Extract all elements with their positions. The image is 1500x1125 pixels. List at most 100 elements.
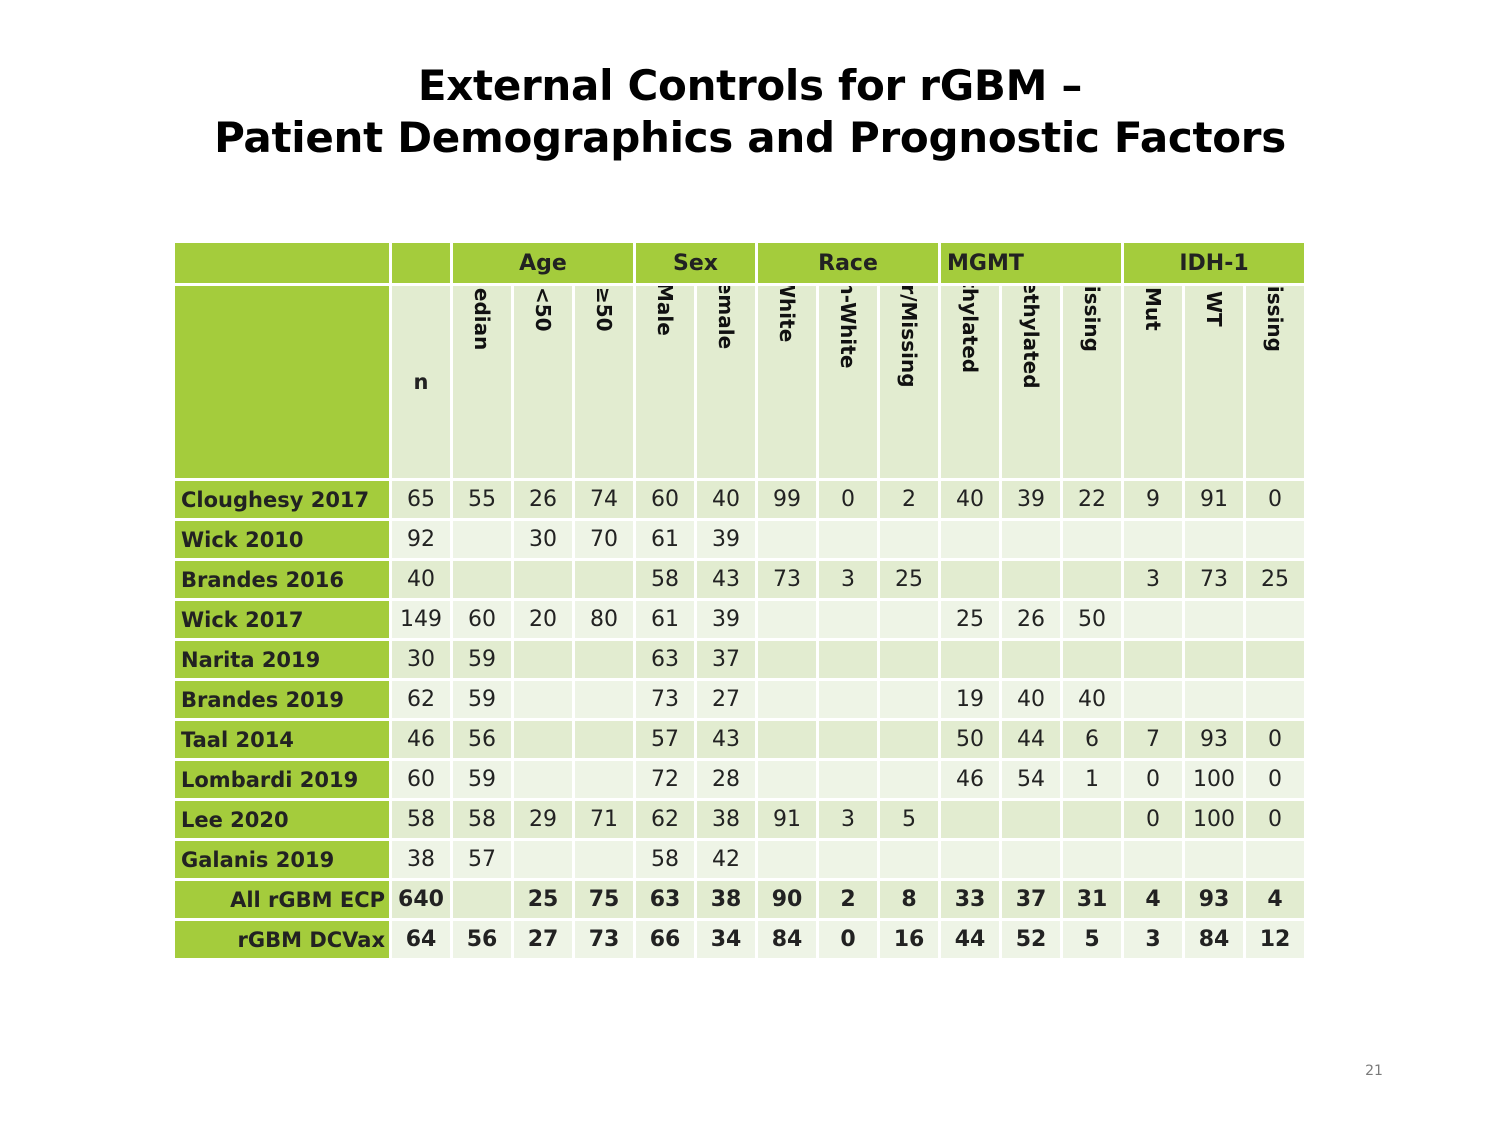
table-cell: 9 xyxy=(1124,481,1182,518)
column-header: Other/Missing xyxy=(880,286,938,478)
table-cell: 40 xyxy=(941,481,999,518)
table-cell xyxy=(1063,521,1121,558)
column-header: n xyxy=(392,286,450,478)
table-cell: 58 xyxy=(636,561,694,598)
table-cell xyxy=(1246,681,1304,718)
table-cell xyxy=(758,681,816,718)
column-header-row: n Median <50 ≥50 Male Female White Non-White Oth… xyxy=(175,286,1304,478)
summary-row: rGBM DCVax 64 56 27 73 66 34 84 0 16 44 52 5 3 84 12 xyxy=(175,921,1304,958)
table-cell: 60 xyxy=(392,761,450,798)
table-cell: 57 xyxy=(453,841,511,878)
summary-row: All rGBM ECP 640 25 75 63 38 90 2 8 33 37 31 4 93 4 xyxy=(175,881,1304,918)
column-header-label: Missing xyxy=(1263,286,1287,352)
table-cell xyxy=(1246,521,1304,558)
table-cell xyxy=(758,721,816,758)
table-cell xyxy=(880,841,938,878)
table-cell: 0 xyxy=(819,921,877,958)
table-cell: 27 xyxy=(514,921,572,958)
table-cell: 59 xyxy=(453,681,511,718)
table-cell xyxy=(514,561,572,598)
table-cell: 91 xyxy=(1185,481,1243,518)
table-cell xyxy=(758,521,816,558)
table-cell xyxy=(575,681,633,718)
table-cell xyxy=(819,841,877,878)
table-cell: 22 xyxy=(1063,481,1121,518)
table-cell xyxy=(1185,681,1243,718)
table-cell xyxy=(1124,841,1182,878)
row-label: Wick 2010 xyxy=(175,521,389,558)
column-header-label: White xyxy=(775,286,799,343)
group-header-idh1: IDH-1 xyxy=(1124,243,1304,283)
table-cell xyxy=(1124,641,1182,678)
table-cell: 73 xyxy=(758,561,816,598)
table-cell: 56 xyxy=(453,721,511,758)
table-cell: 75 xyxy=(575,881,633,918)
table-cell: 149 xyxy=(392,601,450,638)
table-cell: 28 xyxy=(697,761,755,798)
table-cell: 25 xyxy=(880,561,938,598)
table-cell: 100 xyxy=(1185,801,1243,838)
column-header: Non-White xyxy=(819,286,877,478)
group-header-n-blank xyxy=(392,243,450,283)
table-cell: 80 xyxy=(575,601,633,638)
table-cell: 0 xyxy=(1246,801,1304,838)
table-cell: 84 xyxy=(1185,921,1243,958)
table-row: Taal 2014 46 56 57 43 50 44 6 7 93 0 xyxy=(175,721,1304,758)
column-header-corner xyxy=(175,286,389,478)
group-header-blank xyxy=(175,243,389,283)
table-cell: 6 xyxy=(1063,721,1121,758)
table-cell: 55 xyxy=(453,481,511,518)
table-cell: 60 xyxy=(636,481,694,518)
table-row: Lee 2020 58 58 29 71 62 38 91 3 5 0 100 0 xyxy=(175,801,1304,838)
table-cell: 5 xyxy=(880,801,938,838)
table-cell xyxy=(453,881,511,918)
table-cell: 56 xyxy=(453,921,511,958)
column-header: White xyxy=(758,286,816,478)
table-cell: 50 xyxy=(1063,601,1121,638)
slide-title: External Controls for rGBM – Patient Dem… xyxy=(0,60,1500,164)
table-cell xyxy=(880,601,938,638)
table-cell: 59 xyxy=(453,641,511,678)
table-cell xyxy=(819,521,877,558)
table-cell: 4 xyxy=(1246,881,1304,918)
table-cell: 62 xyxy=(636,801,694,838)
column-header: Unmethylated xyxy=(1002,286,1060,478)
table-cell: 0 xyxy=(1246,761,1304,798)
column-header: Mut xyxy=(1124,286,1182,478)
group-header-sex: Sex xyxy=(636,243,755,283)
table-cell: 38 xyxy=(697,881,755,918)
table-cell: 71 xyxy=(575,801,633,838)
table-cell: 26 xyxy=(514,481,572,518)
slide-title-line-2: Patient Demographics and Prognostic Fact… xyxy=(214,113,1286,162)
table-cell: 63 xyxy=(636,881,694,918)
table-cell: 58 xyxy=(392,801,450,838)
table-cell: 39 xyxy=(697,521,755,558)
table-cell: 26 xyxy=(1002,601,1060,638)
table-cell: 100 xyxy=(1185,761,1243,798)
table-cell: 46 xyxy=(941,761,999,798)
row-label: Wick 2017 xyxy=(175,601,389,638)
table-cell xyxy=(575,841,633,878)
table-cell: 3 xyxy=(819,561,877,598)
table-cell: 39 xyxy=(1002,481,1060,518)
column-header: Female xyxy=(697,286,755,478)
table-cell xyxy=(941,561,999,598)
table-cell: 65 xyxy=(392,481,450,518)
table-cell xyxy=(819,721,877,758)
table-cell: 90 xyxy=(758,881,816,918)
table-cell: 31 xyxy=(1063,881,1121,918)
table-cell: 59 xyxy=(453,761,511,798)
column-header: WT xyxy=(1185,286,1243,478)
demographics-table: Age Sex Race MGMT IDH-1 n Median <50 ≥50 Mal… xyxy=(172,240,1307,961)
table-cell xyxy=(941,801,999,838)
table-cell: 62 xyxy=(392,681,450,718)
table-cell xyxy=(880,641,938,678)
table-row: Narita 2019 30 59 63 37 xyxy=(175,641,1304,678)
table-cell xyxy=(1063,641,1121,678)
table-cell xyxy=(941,521,999,558)
table-cell xyxy=(1185,641,1243,678)
table-row: Wick 2017 149 60 20 80 61 39 25 26 50 xyxy=(175,601,1304,638)
table-cell xyxy=(1063,841,1121,878)
table-cell xyxy=(453,521,511,558)
table-cell xyxy=(1124,601,1182,638)
